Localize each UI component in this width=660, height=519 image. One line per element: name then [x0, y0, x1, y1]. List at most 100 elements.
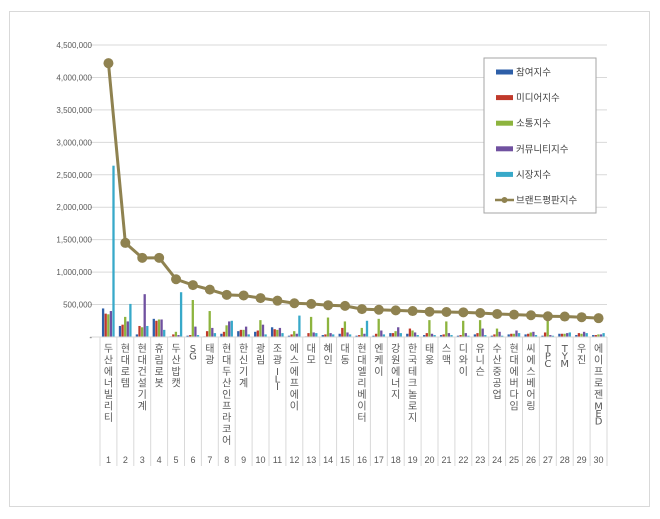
- bar: [129, 303, 132, 337]
- x-category-label: 우진: [577, 343, 586, 367]
- svg-text:어: 어: [526, 389, 535, 401]
- line-marker: [593, 313, 604, 324]
- bar: [592, 335, 595, 337]
- bar: [372, 335, 375, 337]
- line-marker: [272, 295, 283, 306]
- svg-text:대: 대: [509, 355, 518, 367]
- x-rank-label: 11: [273, 455, 282, 465]
- svg-text:에: 에: [594, 343, 603, 355]
- bar: [439, 335, 443, 337]
- bar: [140, 327, 144, 337]
- bar: [186, 335, 189, 337]
- bar: [278, 327, 282, 337]
- svg-text:웅: 웅: [425, 355, 434, 367]
- svg-text:림: 림: [155, 355, 164, 367]
- svg-text:두: 두: [171, 344, 180, 355]
- svg-text:프: 프: [290, 379, 299, 390]
- bar: [445, 321, 448, 337]
- bar: [382, 334, 386, 337]
- bar: [450, 335, 453, 337]
- bar: [365, 320, 369, 337]
- line-marker: [255, 293, 266, 304]
- svg-text:베: 베: [526, 378, 535, 390]
- legend-item: 참여지수: [496, 67, 551, 79]
- legend-label: 참여지수: [516, 67, 551, 79]
- line-marker: [187, 280, 198, 291]
- bar: [580, 333, 583, 337]
- svg-text:슨: 슨: [476, 366, 485, 378]
- x-rank-label: 28: [560, 455, 570, 465]
- svg-text:케: 케: [374, 355, 383, 367]
- svg-text:계: 계: [138, 401, 147, 413]
- x-category-label: 혜인: [324, 343, 333, 367]
- bar: [510, 333, 513, 337]
- bar: [355, 335, 358, 337]
- bar: [152, 318, 155, 337]
- svg-text:C: C: [544, 359, 551, 370]
- svg-text:업: 업: [493, 388, 502, 401]
- bar: [374, 333, 378, 337]
- svg-text:임: 임: [509, 400, 518, 413]
- svg-text:젠: 젠: [594, 389, 603, 401]
- svg-text:P: P: [545, 352, 551, 363]
- bar: [456, 335, 460, 337]
- legend-item: 미디어지수: [496, 93, 560, 104]
- bar: [501, 335, 504, 337]
- bar: [341, 327, 344, 337]
- svg-text:로: 로: [594, 379, 603, 390]
- svg-text:한: 한: [239, 343, 248, 355]
- x-rank-label: 29: [577, 455, 587, 465]
- bar: [118, 325, 122, 337]
- x-rank-label: 26: [526, 455, 536, 465]
- bar: [563, 333, 566, 337]
- x-rank-label: 1: [106, 455, 111, 465]
- bar: [338, 333, 341, 337]
- bar: [237, 331, 240, 337]
- svg-text:중: 중: [493, 366, 502, 378]
- svg-text:크: 크: [408, 379, 417, 390]
- x-rank-label: 22: [458, 455, 468, 465]
- svg-text:T: T: [544, 344, 552, 355]
- svg-text:휴: 휴: [155, 343, 164, 355]
- svg-text:E: E: [595, 409, 601, 420]
- line-marker: [154, 252, 165, 263]
- svg-text:대: 대: [222, 355, 231, 367]
- svg-text:원: 원: [391, 355, 400, 367]
- bar: [599, 334, 603, 337]
- bar: [532, 331, 535, 337]
- x-rank-label: 20: [425, 455, 435, 465]
- svg-text:공: 공: [493, 378, 502, 390]
- svg-text:에: 에: [290, 389, 299, 401]
- bar: [211, 327, 214, 337]
- bar: [515, 330, 518, 337]
- bar: [109, 311, 113, 337]
- bar: [228, 321, 231, 337]
- bar: [551, 335, 555, 337]
- svg-text:지: 지: [408, 412, 417, 424]
- line-marker: [289, 298, 300, 309]
- line-marker: [576, 312, 587, 323]
- svg-text:산: 산: [104, 355, 113, 367]
- line-marker: [137, 252, 148, 263]
- x-category-label: 엔케이: [374, 343, 383, 378]
- y-tick-label: 2,000,000: [56, 203, 92, 212]
- x-category-label: 스맥: [442, 343, 451, 367]
- legend-swatch: [496, 95, 513, 101]
- x-rank-label: 9: [241, 455, 246, 465]
- bar: [324, 334, 327, 337]
- bar: [225, 325, 228, 337]
- line-marker: [204, 284, 215, 295]
- bar-series: [101, 165, 605, 337]
- bar: [230, 320, 233, 337]
- svg-text:현: 현: [357, 343, 366, 355]
- svg-text:태: 태: [205, 343, 214, 355]
- bar: [447, 333, 451, 337]
- svg-text:스: 스: [526, 366, 535, 378]
- y-tick-label: 2,500,000: [56, 171, 92, 180]
- bar: [138, 325, 141, 337]
- svg-text:니: 니: [476, 355, 485, 367]
